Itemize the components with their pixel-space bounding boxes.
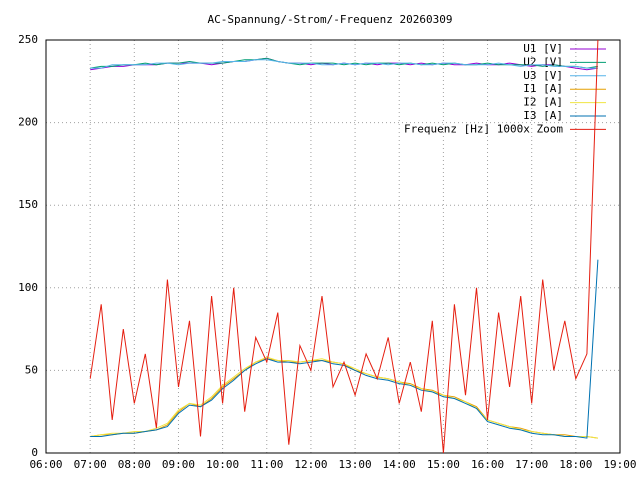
y-tick-label: 0: [31, 446, 38, 459]
x-tick-label: 11:00: [250, 458, 283, 471]
legend-label: Frequenz [Hz] 1000x Zoom: [404, 122, 563, 135]
x-tick-label: 10:00: [206, 458, 239, 471]
y-tick-label: 250: [18, 33, 38, 46]
x-tick-label: 07:00: [74, 458, 107, 471]
legend-label: U1 [V]: [523, 42, 563, 55]
x-tick-label: 15:00: [427, 458, 460, 471]
series-line: [89, 39, 599, 454]
legend-label: I1 [A]: [523, 82, 563, 95]
y-tick-label: 200: [18, 116, 38, 129]
y-tick-label: 150: [18, 198, 38, 211]
series-line: [90, 356, 598, 439]
x-tick-label: 13:00: [339, 458, 372, 471]
y-tick-label: 50: [25, 363, 38, 376]
x-tick-label: 18:00: [559, 458, 592, 471]
legend-label: I2 [A]: [523, 96, 563, 109]
chart-title: AC-Spannung/-Strom/-Frequenz 20260309: [207, 13, 452, 26]
y-tick-label: 100: [18, 281, 38, 294]
x-tick-label: 19:00: [603, 458, 636, 471]
series-line: [90, 57, 598, 71]
x-tick-label: 12:00: [294, 458, 327, 471]
x-tick-label: 17:00: [515, 458, 548, 471]
x-tick-label: 06:00: [29, 458, 62, 471]
plot-border: [45, 39, 621, 454]
legend-label: I3 [A]: [523, 109, 563, 122]
x-tick-label: 16:00: [471, 458, 504, 471]
series-line: [90, 259, 599, 439]
legend-label: U3 [V]: [523, 69, 563, 82]
series-line: [90, 57, 598, 69]
x-tick-label: 14:00: [383, 458, 416, 471]
series-line: [90, 59, 598, 69]
x-tick-label: 09:00: [162, 458, 195, 471]
x-tick-label: 08:00: [118, 458, 151, 471]
